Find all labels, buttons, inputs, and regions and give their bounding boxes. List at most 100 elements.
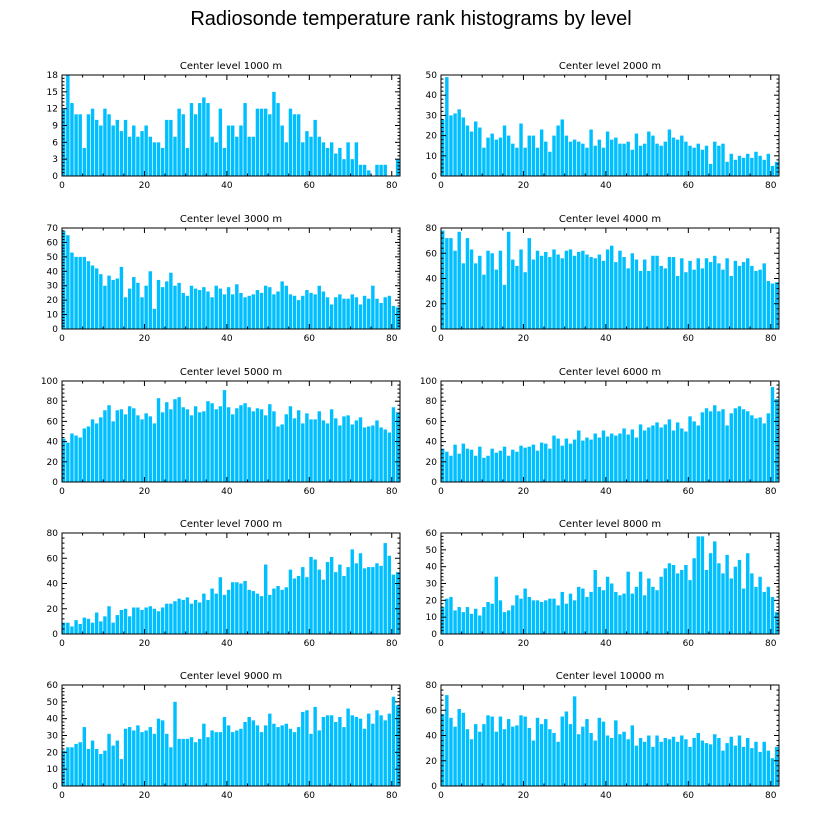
histogram-bar [119,131,124,176]
histogram-bar [371,285,375,329]
histogram-bar [655,422,659,482]
histogram-bar [239,405,243,482]
histogram-bar [717,263,721,329]
x-tick-label: 20 [139,334,151,344]
histogram-bar [189,737,194,786]
histogram-bar [132,607,136,634]
y-tick-label: 20 [426,300,438,310]
histogram-bar [478,127,482,176]
histogram-bar [642,595,647,634]
histogram-panel-4: Center level 4000 m 0 20 40 60 80 0 20 40 60 80 [426,214,780,344]
histogram-bar [263,725,268,786]
y-tick-label: 40 [47,438,59,448]
histogram-bar [358,164,363,176]
histogram-bar [585,596,589,634]
histogram-bar [593,433,597,482]
histogram-bar [725,258,729,329]
histogram-bar [62,750,66,786]
histogram-bar [152,608,157,634]
histogram-bar [111,745,115,786]
histogram-bar [453,113,457,176]
histogram-bar [259,409,264,482]
histogram-bar [568,141,573,176]
histogram-bar [231,582,235,634]
histogram-bar [280,125,284,176]
histogram-bar [185,409,190,482]
histogram-bar [605,131,610,176]
histogram-bar [185,738,190,786]
histogram-bar [556,125,560,176]
histogram-bar [74,743,78,786]
histogram-bar [301,567,305,634]
histogram-bar [74,256,78,329]
histogram-bar [383,720,387,786]
histogram-bar [156,142,161,176]
histogram-bar [86,618,91,634]
histogram-bar [156,611,161,634]
histogram-bar [461,612,466,634]
histogram-bar [762,591,766,634]
y-tick-label: 20 [426,757,438,767]
x-tick-label: 20 [139,791,151,801]
histogram-bar [655,255,659,329]
panel-title: Center level 8000 m [559,519,661,530]
histogram-bar [350,715,354,786]
histogram-bar [449,115,453,176]
histogram-bar [704,145,709,176]
histogram-bar [202,97,206,176]
histogram-bar [70,103,74,176]
histogram-bar [721,750,725,786]
x-tick-label: 40 [221,181,233,191]
histogram-bar [74,114,78,176]
histogram-bar [494,576,499,634]
histogram-bar [758,155,762,176]
histogram-bar [548,448,552,482]
histogram-bar [482,724,486,786]
histogram-bar [206,291,210,329]
y-tick-label: 60 [47,238,59,248]
histogram-bar [589,257,593,329]
histogram-bar [531,600,536,634]
histogram-bar [638,738,643,786]
histogram-bar [62,438,66,482]
panel-title: Center level 2000 m [559,61,661,72]
histogram-bar [478,615,482,634]
histogram-bar [292,732,297,786]
histogram-bar [276,291,280,329]
y-tick-label: 40 [426,91,438,101]
histogram-bar [713,734,717,786]
histogram-bar [770,387,775,482]
x-tick-label: 0 [438,181,444,191]
histogram-bar [469,131,474,176]
histogram-bar [177,108,181,176]
histogram-bar [66,75,70,176]
histogram-bar [692,558,696,634]
histogram-bar [502,125,507,176]
histogram-bar [119,610,124,634]
histogram-bar [70,626,74,634]
histogram-bar [132,125,136,176]
histogram-bar [198,602,202,634]
histogram-bar [746,411,750,482]
histogram-bar [733,159,738,176]
histogram-bar [268,713,272,786]
histogram-bar [342,416,346,482]
histogram-bar [708,163,713,176]
histogram-bar [255,725,260,786]
histogram-bar [235,730,239,786]
histogram-bar [523,272,527,329]
x-tick-label: 40 [600,639,612,649]
histogram-bar [214,142,218,176]
histogram-bar [247,136,251,176]
histogram-bar [231,732,235,786]
histogram-bar [74,620,78,634]
histogram-bar [82,256,87,329]
histogram-bar [774,399,779,482]
histogram-bar [119,409,124,482]
histogram-bar [511,259,515,329]
y-tick-label: 20 [47,296,59,306]
histogram-bar [284,285,289,329]
histogram-bar [498,600,503,634]
histogram-bar [222,716,227,786]
histogram-bar [218,406,223,482]
